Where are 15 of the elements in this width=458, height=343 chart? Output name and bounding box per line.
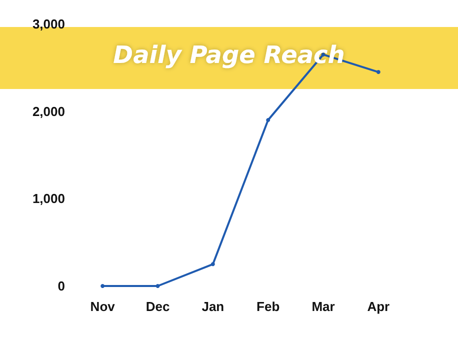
y-tick-label: 2,000 [32, 104, 65, 119]
point [100, 284, 105, 288]
y-tick-label: 1,000 [32, 191, 65, 206]
text: Daily Page Reach [113, 41, 345, 69]
point [210, 262, 215, 266]
point [376, 70, 380, 74]
x-tick-label: Nov [90, 299, 116, 314]
x-tick-label: Mar [312, 299, 335, 314]
point [266, 118, 270, 122]
x-tick-label: Apr [367, 299, 390, 314]
x-tick-label: Feb [256, 299, 280, 314]
x-tick-label: Dec [146, 299, 170, 314]
y-tick-label: 0 [58, 278, 65, 294]
x-tick-label: Jan [202, 299, 224, 314]
point [156, 284, 160, 288]
